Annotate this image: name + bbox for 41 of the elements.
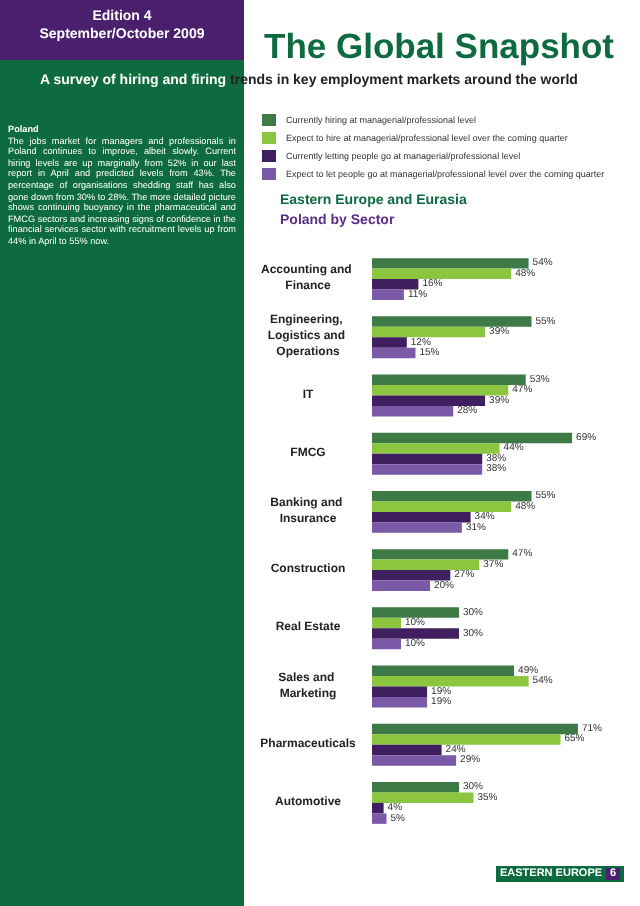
bar <box>372 570 451 581</box>
bar <box>372 580 430 592</box>
bar <box>372 607 459 618</box>
bar <box>372 347 416 359</box>
bar <box>372 490 532 502</box>
bar <box>372 559 480 571</box>
bar <box>372 781 459 793</box>
bar <box>372 464 483 475</box>
bar <box>372 676 529 687</box>
bar <box>372 432 573 444</box>
bar <box>372 326 486 338</box>
bar <box>372 522 462 533</box>
bar <box>372 405 454 417</box>
bar <box>372 443 500 454</box>
bar <box>372 258 529 269</box>
bar <box>372 813 387 824</box>
chart-title: The Global Snapshot <box>264 26 615 68</box>
bar <box>372 279 419 290</box>
bar <box>372 723 578 735</box>
bar <box>372 802 384 814</box>
bar <box>372 268 512 280</box>
bar <box>372 665 515 677</box>
bar <box>372 511 471 523</box>
bar <box>372 395 486 406</box>
bar <box>372 792 474 803</box>
bar <box>372 549 509 560</box>
bar <box>372 337 407 348</box>
bar <box>372 628 459 639</box>
bar <box>372 734 561 745</box>
bar <box>372 638 401 650</box>
bar <box>372 385 509 396</box>
bar <box>372 374 526 386</box>
bar <box>372 617 401 629</box>
bar <box>372 755 457 766</box>
bar <box>372 686 428 697</box>
bar <box>372 501 512 512</box>
bar <box>372 744 442 756</box>
bar <box>372 316 532 327</box>
bar <box>372 289 404 301</box>
bar <box>372 696 428 708</box>
bar <box>372 453 483 465</box>
